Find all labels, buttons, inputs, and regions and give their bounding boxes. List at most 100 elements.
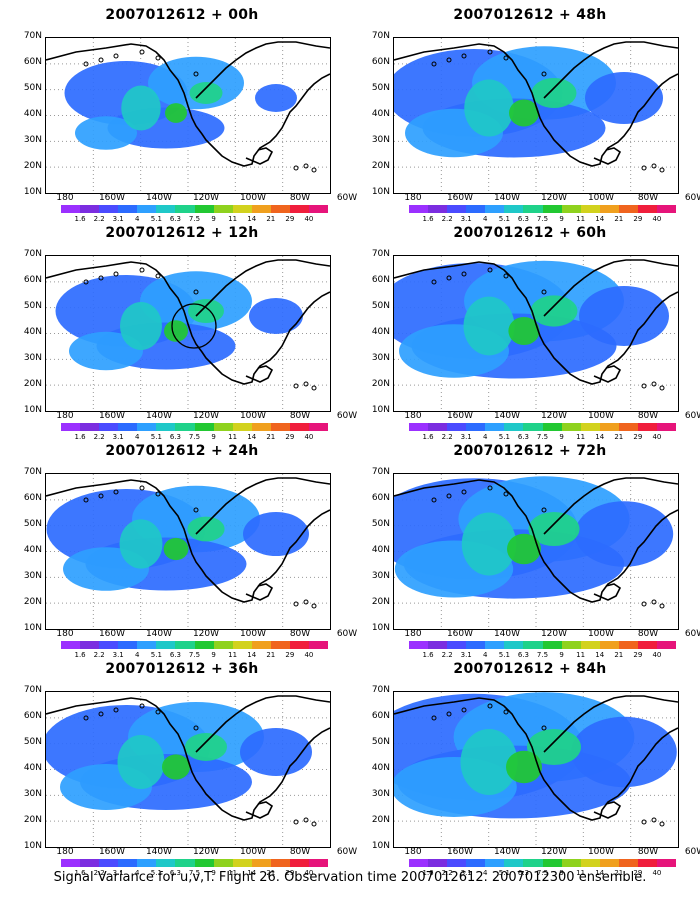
map-svg [394,474,678,629]
colorbar-label: 29 [285,215,295,223]
longitude-label: 140W [145,847,173,857]
latitude-label: 70N [23,31,42,41]
colorbar-label: 3.1 [460,651,472,659]
island [651,599,657,605]
colorbar-swatch [447,205,467,213]
colorbar-labels: 1.6 2.2 3.1 4 5.1 6.3 7.5 9 11 14 21 29 40 [61,651,341,661]
colorbar-swatch [428,641,448,649]
longitude-label: 80W [289,193,311,203]
colorbar-swatch [137,205,157,213]
latitude-label: 30N [371,353,390,363]
panel-title: 2007012612 + 24h [105,443,259,459]
forecast-panel: 2007012612 + 00h 70N 60N 50N 40N 30N 20N 10N 180… [12,7,357,224]
latitude-label: 40N [371,545,390,555]
longitude-label: 120W [192,411,220,421]
colorbar-label: 40 [304,651,314,659]
colorbar-label: 6.3 [169,651,181,659]
latitude-label: 10N [371,187,390,197]
island [113,271,119,277]
colorbar-label: 5.1 [150,869,162,877]
longitude-label: 140W [145,193,173,203]
island [193,725,199,731]
variance-map [45,691,331,848]
colorbar-swatch [542,205,562,213]
colorbar-swatch [61,205,81,213]
latitude-label: 60N [371,493,390,503]
colorbar-label: 11 [576,651,586,659]
latitude-label: 60N [23,711,42,721]
colorbar-label: 6.3 [169,869,181,877]
variance-region [506,750,542,784]
colorbar-label: 7.5 [536,869,549,877]
colorbar-label: 21 [614,215,624,223]
coastline [543,259,678,317]
colorbar-label: 7.5 [188,651,201,659]
colorbar-swatch [618,205,638,213]
colorbar-label: 5.1 [498,215,510,223]
coastline [46,697,330,821]
latitude-label: 20N [23,379,42,389]
colorbar-swatch [80,859,100,867]
coastline [245,801,274,819]
longitude-label: 60W [684,193,700,203]
colorbar-label: 1.6 [422,869,434,877]
colorbar-label: 5.1 [498,651,510,659]
colorbar-swatch [504,423,524,431]
colorbar-label: 40 [652,869,662,877]
colorbar-swatch [447,641,467,649]
coastline [195,41,330,99]
coastline [543,41,678,99]
colorbar-swatch [504,859,524,867]
island [446,493,452,499]
variance-map [45,37,331,194]
colorbar-labels: 1.6 2.2 3.1 4 5.1 6.3 7.5 9 11 14 21 29 40 [409,869,689,879]
island [659,603,665,609]
island [461,707,467,713]
colorbar-swatch [618,423,638,431]
longitude-label: 140W [493,629,521,639]
colorbar-label: 40 [304,215,314,223]
colorbar-swatch [289,205,310,213]
forecast-panel: 2007012612 + 36h 70N 60N 50N 40N 30N 20N 10N 180… [12,661,357,878]
colorbar-label: 11 [228,215,238,223]
latitude-label: 50N [371,83,390,93]
colorbar-swatch [561,423,581,431]
island [446,711,452,717]
coastline [245,147,274,165]
colorbar-swatch [80,423,100,431]
longitude-label: 180 [404,193,422,203]
forecast-panel: 2007012612 + 48h 70N 60N 50N 40N 30N 20N 10N 180… [360,7,700,224]
longitude-label: 160W [98,847,126,857]
longitude-label: 60W [336,193,358,203]
longitude-label: 140W [145,411,173,421]
colorbar-swatch [409,641,429,649]
colorbar-swatch [99,205,119,213]
colorbar-swatch [251,641,271,649]
latitude-label: 40N [371,327,390,337]
colorbar-label: 40 [652,215,662,223]
island [659,821,665,827]
colorbar-label: 3.1 [460,215,472,223]
island [155,55,161,61]
colorbar-swatch [118,205,138,213]
colorbar [409,205,677,213]
colorbar-swatch [270,641,290,649]
longitude-label: 100W [587,847,615,857]
colorbar-label: 5.1 [498,869,510,877]
coastline [593,801,622,819]
island [446,57,452,63]
colorbar-swatch [637,859,658,867]
colorbar-swatch [580,423,600,431]
colorbar-swatch [599,859,619,867]
island [293,601,299,607]
colorbar-label: 21 [266,651,276,659]
island [98,493,104,499]
island [651,817,657,823]
colorbar-swatch [428,423,448,431]
colorbar-label: 4 [483,869,488,877]
latitude-label: 60N [371,57,390,67]
longitude-label: 120W [540,411,568,421]
island [431,497,437,503]
coastline [394,261,678,385]
longitude-label: 100W [239,629,267,639]
